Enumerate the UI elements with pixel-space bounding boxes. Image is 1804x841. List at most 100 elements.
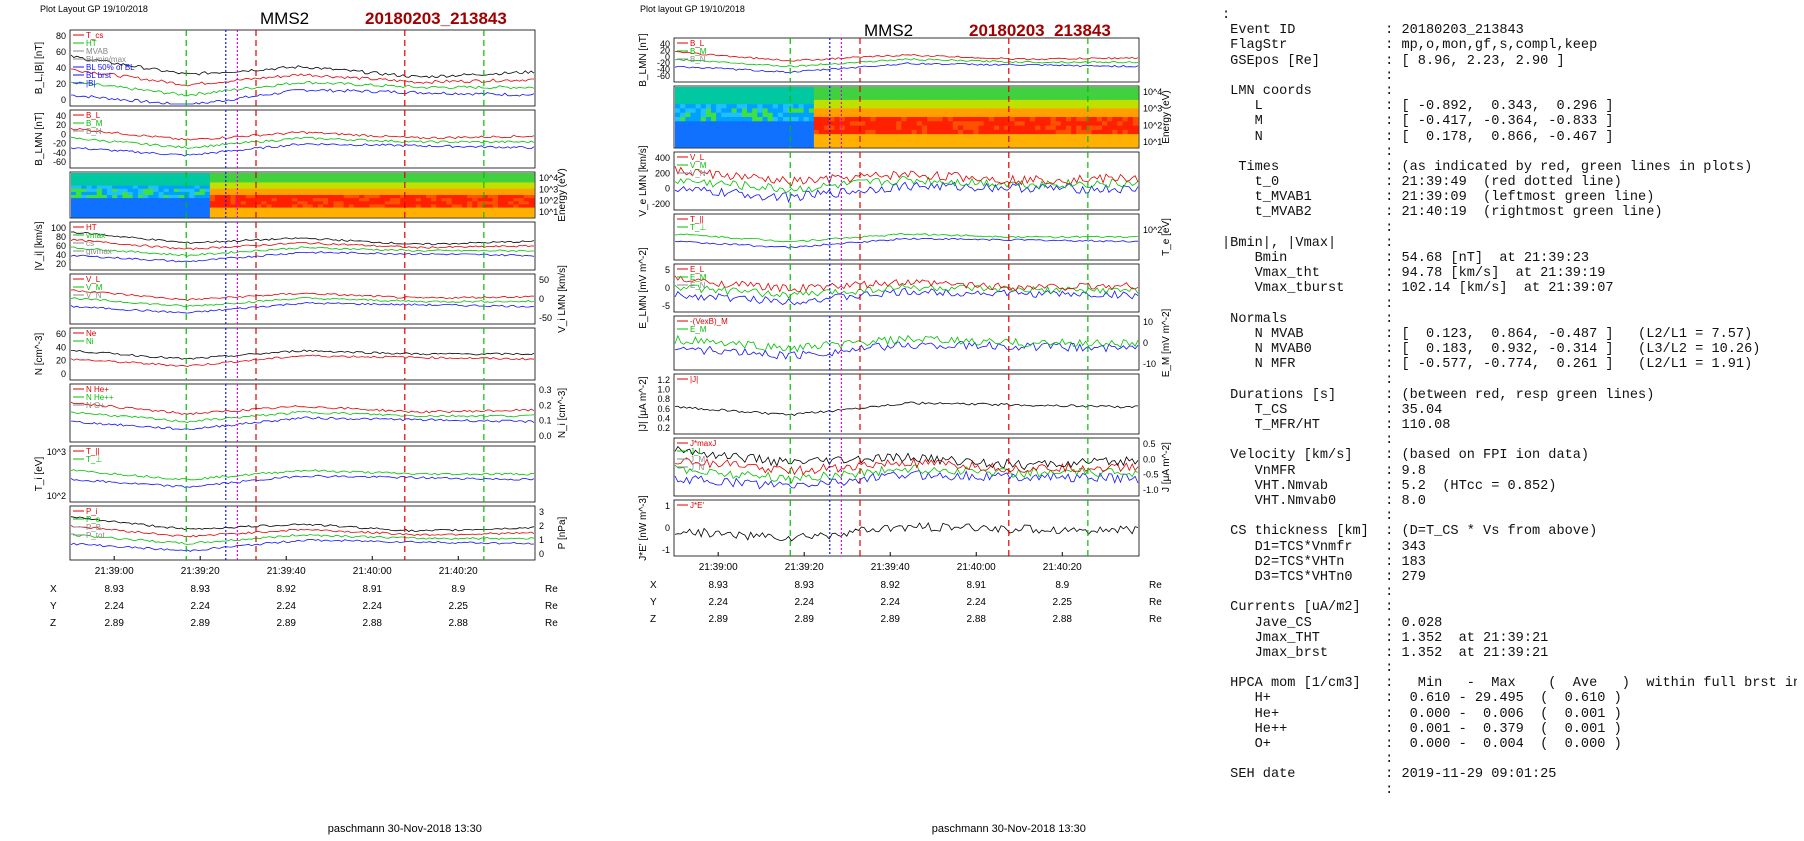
ylabel: N_i [cm^-3]	[557, 388, 568, 438]
pos-unit: Re	[545, 618, 558, 629]
series-1	[70, 538, 535, 552]
panel-frame	[69, 445, 536, 503]
summary-line: :	[1222, 752, 1394, 768]
ytick-label: -0.5	[1143, 470, 1159, 480]
series-2	[71, 533, 535, 545]
series-3	[70, 401, 535, 415]
time-tick-label: 21:40:00	[957, 562, 996, 573]
series-2	[674, 176, 1139, 194]
time-tick-label: 21:39:40	[267, 566, 306, 577]
time-tick-label: 21:39:00	[95, 566, 134, 577]
ylabel: J*E' [nW m^-3]	[638, 495, 649, 561]
ytick-label: -20	[53, 139, 66, 149]
panel-frame	[69, 327, 536, 381]
pos-row-label: Y	[650, 597, 657, 608]
ytick-label: 0	[61, 95, 66, 105]
legend-label: J_M	[690, 455, 705, 464]
summary-line: :	[1222, 433, 1394, 449]
pos-value: 2.24	[363, 601, 383, 612]
panel-frame	[673, 373, 1140, 435]
series-2	[70, 80, 535, 97]
pos-value: 2.89	[104, 618, 124, 629]
pos-value: 2.25	[1053, 597, 1073, 608]
summary-line: :	[1222, 585, 1394, 601]
summary-line: Normals :	[1222, 311, 1394, 327]
ytick-label: 10^3	[47, 447, 66, 457]
summary-line: Jmax_brst : 1.352 at 21:39:21	[1222, 645, 1549, 661]
legend-label: V_M	[86, 283, 103, 292]
ytick-label: 60	[56, 241, 66, 251]
legend-label: cs	[86, 239, 94, 248]
summary-line: Velocity [km/s] : (based on FPI ion data…	[1222, 448, 1590, 464]
figure-footer: paschmann 30-Nov-2018 13:30	[932, 823, 1086, 835]
series-3	[70, 68, 534, 87]
panel-frame	[673, 213, 1140, 261]
series-1	[70, 88, 535, 105]
event-title: 20180203_213843	[969, 21, 1111, 40]
summary-line: N MVAB : [ 0.123, 0.864, -0.487 ] (L2/L1…	[1222, 326, 1753, 342]
series-2	[674, 58, 1139, 68]
ylabel: T_e [eV]	[1161, 218, 1172, 256]
ylabel: N [cm^-3]	[34, 333, 45, 376]
pos-value: 8.9	[451, 584, 465, 595]
pos-value: 8.92	[276, 584, 296, 595]
ytick-label: 60	[56, 329, 66, 339]
ytick-label: -60	[657, 71, 670, 81]
legend-label: J_N	[690, 463, 704, 472]
ytick-label: 20	[660, 45, 670, 55]
legend-label: B_M	[690, 47, 707, 56]
energy-spectrogram	[71, 173, 535, 218]
panel-5: 50 0 -50 V_i LMN [km/s] V_LV_MV_N	[69, 265, 568, 333]
pos-value: 8.91	[363, 584, 383, 595]
legend-label: gtvmax	[86, 247, 112, 256]
figure-header: Plot Layout GP 19/10/2018	[40, 4, 148, 14]
legend-label: V_L	[690, 153, 705, 162]
figure-header: Plot layout GP 19/10/2018	[640, 4, 745, 14]
summary-line: Bmin : 54.68 [nT] at 21:39:23	[1222, 251, 1590, 266]
ytick-label: 0.2	[539, 400, 552, 410]
summary-line: t_MVAB1 : 21:39:09 (leftmost green line)	[1222, 190, 1655, 206]
ytick-label: 1.2	[657, 375, 670, 385]
pos-row-label: X	[50, 584, 57, 595]
summary-line: :	[1222, 372, 1394, 388]
spacecraft-label: MMS2	[260, 9, 309, 28]
ytick-label: 10^4	[1143, 87, 1162, 97]
ytick-label: 40	[56, 342, 66, 352]
series-3	[674, 275, 1139, 293]
series-1	[70, 301, 535, 314]
series-1	[70, 416, 535, 431]
ylabel: V_i LMN [km/s]	[557, 265, 568, 333]
pos-row-label: Z	[650, 614, 656, 625]
ytick-label: -1	[662, 545, 670, 555]
ytick-label: 0	[539, 549, 544, 559]
pos-value: 2.24	[967, 597, 987, 608]
ytick-label: 0	[665, 184, 670, 194]
summary-line: Durations [s] : (between red, resp green…	[1222, 387, 1655, 403]
legend-label: HT	[86, 223, 97, 232]
ytick-label: 0.1	[539, 416, 552, 426]
series-1	[674, 181, 1139, 204]
pos-unit: Re	[545, 601, 558, 612]
series-2	[674, 284, 1139, 299]
summary-line: O+ : 0.000 - 0.004 ( 0.000 )	[1222, 737, 1622, 752]
panel-frame	[69, 273, 536, 325]
legend-label: T_⊥	[690, 223, 706, 232]
series-1	[674, 287, 1139, 306]
pos-value: 2.88	[363, 618, 383, 629]
time-tick-label: 21:40:20	[1043, 562, 1082, 573]
ytick-label: -1.0	[1143, 485, 1159, 495]
legend-label: T_||	[690, 215, 704, 224]
summary-line: D2=TCS*VHTn : 183	[1222, 554, 1426, 570]
ylabel: Energy (eV)	[1161, 90, 1172, 143]
summary-line: He++ : 0.001 - 0.379 ( 0.001 )	[1222, 721, 1622, 737]
panel-9: 1 0 -1 J*E' [nW m^-3] J*E'	[638, 495, 1140, 561]
pos-value: 8.93	[104, 584, 124, 595]
pos-unit: Re	[1149, 597, 1162, 608]
series-3	[70, 525, 535, 538]
series-1	[674, 470, 1139, 490]
pos-value: 2.24	[708, 597, 728, 608]
panel-8: 10^3 10^2T_i [eV] T_||T_⊥	[34, 445, 536, 503]
summary-line: T_CS : 35.04	[1222, 402, 1443, 418]
panel-frame	[69, 29, 536, 107]
